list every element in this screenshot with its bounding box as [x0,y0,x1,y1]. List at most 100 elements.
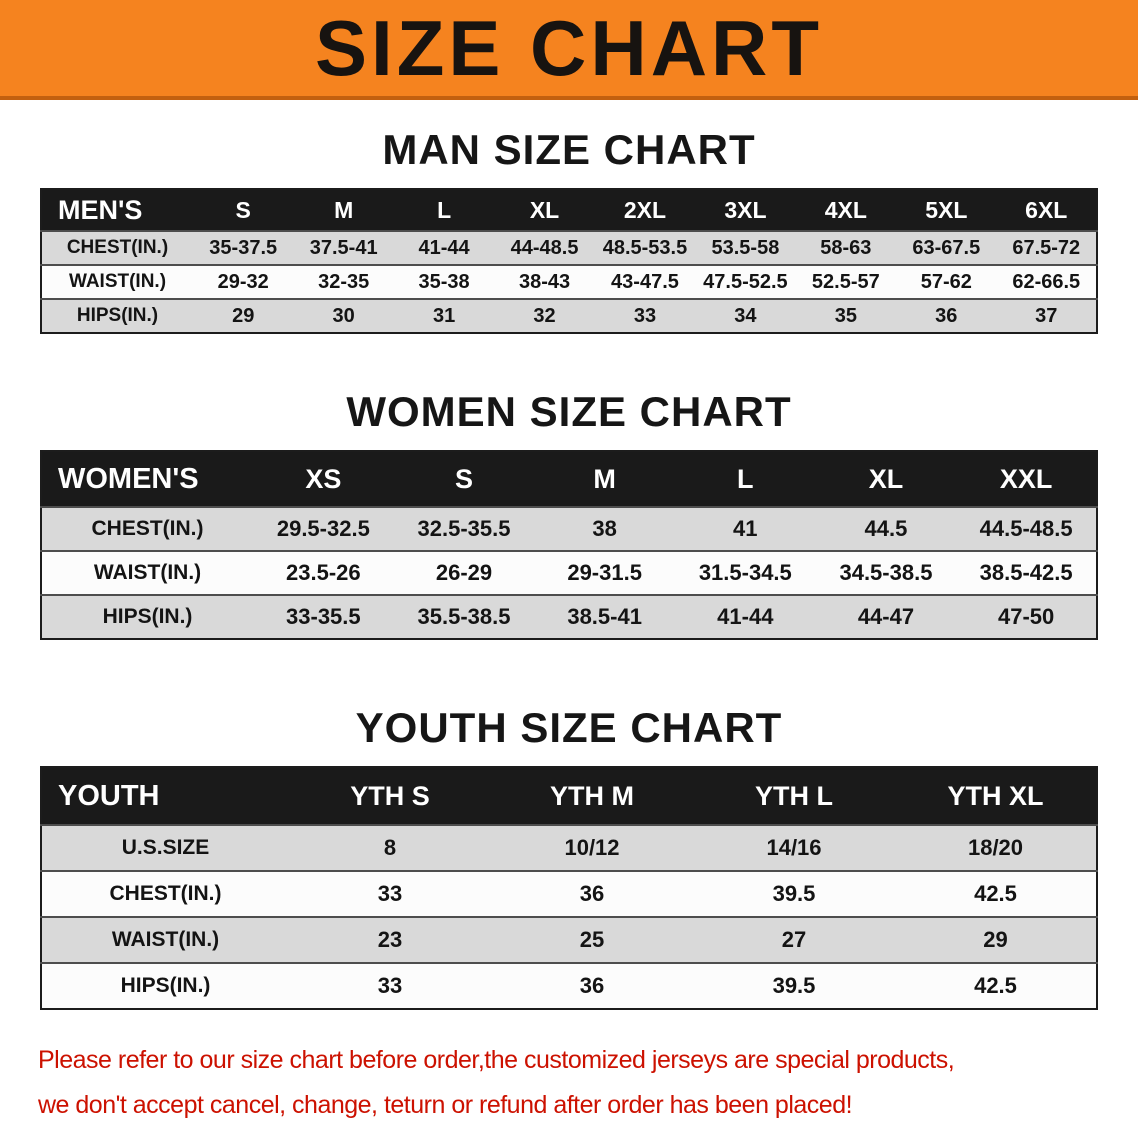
size-value-cell: 43-47.5 [594,264,696,299]
size-value-cell: 52.5-57 [795,264,897,299]
size-column-header: 6XL [996,189,1097,231]
size-value-cell: 53.5-58 [695,230,796,265]
size-value-cell: 38.5-41 [534,594,675,639]
table-title-cell: YOUTH [41,767,289,825]
size-value-cell: 14/16 [693,824,895,871]
table-header-row: MEN'S S M L XL 2XL 3XL 4XL 5XL 6XL [41,189,1097,231]
size-value-cell: 47-50 [956,594,1097,639]
table-row: WAIST(IN.) 29-32 32-35 35-38 38-43 43-47.5 47.… [41,264,1097,299]
size-value-cell: 38 [534,506,675,551]
banner: SIZE CHART [0,0,1138,100]
row-label: CHEST(IN.) [41,506,253,551]
size-value-cell: 37 [996,298,1097,333]
table-row: CHEST(IN.) 35-37.5 37.5-41 41-44 44-48.5 48.5… [41,230,1097,265]
size-value-cell: 29-31.5 [534,550,675,595]
size-value-cell: 44.5 [815,506,957,551]
table-row: CHEST(IN.) 33 36 39.5 42.5 [41,870,1097,917]
size-column-header: 3XL [695,189,796,231]
size-column-header: YTH XL [895,767,1097,825]
size-value-cell: 37.5-41 [293,230,394,265]
size-value-cell: 27 [693,916,895,963]
women-section: WOMEN SIZE CHART WOMEN'S XS S M L XL XXL CHEST(… [0,388,1138,640]
size-value-cell: 34.5-38.5 [815,550,957,595]
size-value-cell: 33 [594,298,696,333]
size-value-cell: 34 [695,298,796,333]
size-value-cell: 32 [494,298,595,333]
size-value-cell: 29 [193,298,294,333]
youth-section: YOUTH SIZE CHART YOUTH YTH S YTH M YTH L YTH… [0,704,1138,1010]
size-value-cell: 23.5-26 [253,550,394,595]
size-column-header: 5XL [896,189,997,231]
youth-heading: YOUTH SIZE CHART [355,704,783,751]
table-row: WAIST(IN.) 23.5-26 26-29 29-31.5 31.5-34.5 34… [41,550,1097,595]
size-value-cell: 35.5-38.5 [393,594,535,639]
size-value-cell: 38-43 [494,264,595,299]
size-value-cell: 31.5-34.5 [674,550,816,595]
size-column-header: M [534,451,675,507]
size-value-cell: 36 [491,870,693,917]
size-column-header: L [674,451,816,507]
size-value-cell: 39.5 [693,870,895,917]
size-value-cell: 41-44 [393,230,495,265]
size-value-cell: 36 [896,298,997,333]
size-value-cell: 35-37.5 [193,230,294,265]
size-value-cell: 35 [795,298,897,333]
size-value-cell: 33-35.5 [253,594,394,639]
row-label: U.S.SIZE [41,824,289,871]
row-label: CHEST(IN.) [41,230,193,265]
size-value-cell: 29-32 [193,264,294,299]
size-value-cell: 36 [491,962,693,1009]
men-heading: MAN SIZE CHART [382,126,756,173]
table-row: HIPS(IN.) 33-35.5 35.5-38.5 38.5-41 41-44 44-… [41,594,1097,639]
table-row: CHEST(IN.) 29.5-32.5 32.5-35.5 38 41 44.5 44.5… [41,506,1097,551]
size-value-cell: 42.5 [895,870,1097,917]
size-value-cell: 57-62 [896,264,997,299]
size-value-cell: 8 [289,824,491,871]
size-value-cell: 63-67.5 [896,230,997,265]
table-row: HIPS(IN.) 29 30 31 32 33 34 35 36 37 [41,298,1097,333]
size-value-cell: 29 [895,916,1097,963]
size-value-cell: 25 [491,916,693,963]
size-column-header: YTH L [693,767,895,825]
women-heading: WOMEN SIZE CHART [346,388,792,435]
men-section: MAN SIZE CHART MEN'S S M L XL 2XL 3XL 4XL 5XL 6XL… [0,126,1138,334]
size-value-cell: 67.5-72 [996,230,1097,265]
row-label: WAIST(IN.) [41,264,193,299]
size-column-header: 2XL [594,189,696,231]
size-value-cell: 38.5-42.5 [956,550,1097,595]
table-row: U.S.SIZE 8 10/12 14/16 18/20 [41,824,1097,871]
page-title: SIZE CHART [315,4,823,92]
size-value-cell: 29.5-32.5 [253,506,394,551]
size-value-cell: 35-38 [393,264,495,299]
disclaimer-line-1: Please refer to our size chart before or… [38,1046,955,1074]
row-label: HIPS(IN.) [41,594,253,639]
row-label: CHEST(IN.) [41,870,289,917]
size-column-header: XL [494,189,595,231]
size-column-header: S [393,451,535,507]
size-column-header: XXL [956,451,1097,507]
row-label: WAIST(IN.) [41,550,253,595]
disclaimer: Please refer to our size chart before or… [38,1038,1128,1127]
size-column-header: S [193,189,294,231]
size-value-cell: 33 [289,962,491,1009]
size-value-cell: 10/12 [491,824,693,871]
youth-size-table: YOUTH YTH S YTH M YTH L YTH XL U.S.SIZE 8 10/12… [40,766,1098,1010]
size-value-cell: 41 [674,506,816,551]
size-value-cell: 32-35 [293,264,394,299]
size-value-cell: 30 [293,298,394,333]
size-value-cell: 39.5 [693,962,895,1009]
row-label: HIPS(IN.) [41,298,193,333]
size-value-cell: 41-44 [674,594,816,639]
table-title-cell: WOMEN'S [41,451,253,507]
size-value-cell: 44-48.5 [494,230,595,265]
size-value-cell: 44-47 [815,594,957,639]
table-row: HIPS(IN.) 33 36 39.5 42.5 [41,962,1097,1009]
size-value-cell: 42.5 [895,962,1097,1009]
size-value-cell: 58-63 [795,230,897,265]
size-value-cell: 31 [393,298,495,333]
size-value-cell: 62-66.5 [996,264,1097,299]
size-value-cell: 48.5-53.5 [594,230,696,265]
size-value-cell: 18/20 [895,824,1097,871]
men-size-table: MEN'S S M L XL 2XL 3XL 4XL 5XL 6XL CHEST(IN.) 35-37… [40,188,1098,334]
table-header-row: WOMEN'S XS S M L XL XXL [41,451,1097,507]
